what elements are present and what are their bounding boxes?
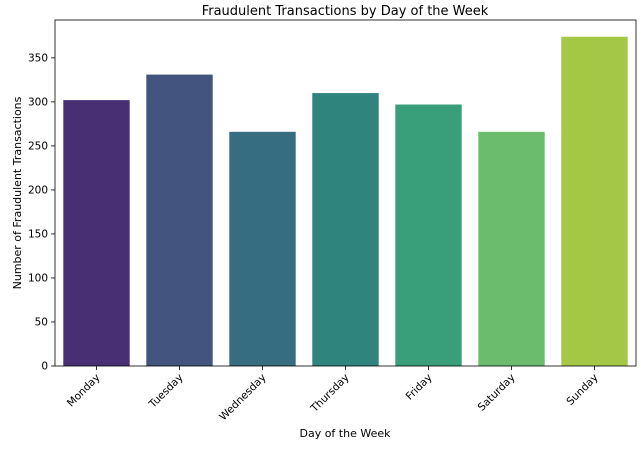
x-tick-label-monday: Monday <box>65 372 103 410</box>
bar-saturday <box>478 131 545 366</box>
y-axis-label: Number of Fraudulent Transactions <box>11 96 24 289</box>
bar-wednesday <box>229 131 296 366</box>
x-tick-label-sunday: Sunday <box>564 372 600 408</box>
x-tick-label-wednesday: Wednesday <box>217 372 268 423</box>
axes-frame <box>54 19 637 367</box>
x-tick-label-tuesday: Tuesday <box>146 372 185 411</box>
y-tick-label: 50 <box>35 316 48 328</box>
bar-thursday <box>312 93 379 366</box>
bar-tuesday <box>146 74 213 366</box>
y-tick-label: 350 <box>28 52 48 64</box>
plot-area: Monday Tuesday Wednesday Thursday Friday Satu… <box>28 19 637 423</box>
y-tick-label: 100 <box>28 272 48 284</box>
y-tick-label: 0 <box>41 361 48 373</box>
y-tick-label: 150 <box>28 228 48 240</box>
bar-sunday <box>561 36 628 366</box>
x-tick-label-friday: Friday <box>404 372 435 403</box>
bar-monday <box>63 100 130 367</box>
x-tick-label-saturday: Saturday <box>476 372 518 414</box>
y-tick-label: 200 <box>28 184 48 196</box>
chart-title: Fraudulent Transactions by Day of the We… <box>202 4 489 19</box>
x-tick-label-thursday: Thursday <box>308 372 352 416</box>
y-tick-label: 250 <box>28 140 48 152</box>
bar-friday <box>395 104 462 367</box>
x-axis-label: Day of the Week <box>299 427 391 440</box>
y-tick-label: 300 <box>28 96 48 108</box>
